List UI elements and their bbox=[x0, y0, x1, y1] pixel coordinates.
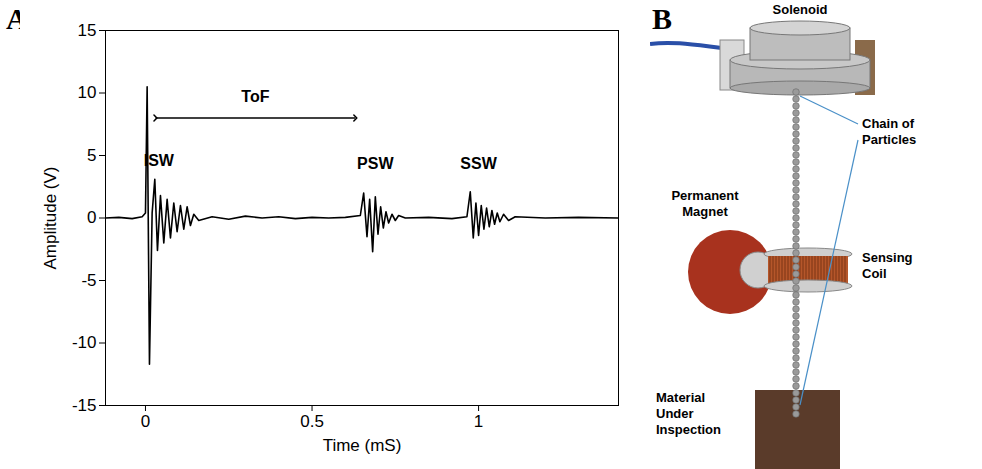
svg-text:ISW: ISW bbox=[144, 152, 175, 169]
svg-text:MaterialUnderInspection: MaterialUnderInspection bbox=[656, 390, 721, 437]
svg-text:Chain ofParticles: Chain ofParticles bbox=[862, 116, 916, 147]
svg-text:ToF: ToF bbox=[241, 88, 269, 105]
svg-text:PSW: PSW bbox=[357, 155, 394, 172]
svg-text:0: 0 bbox=[141, 412, 150, 431]
svg-text:Amplitude (V): Amplitude (V) bbox=[41, 167, 60, 270]
svg-text:SSW: SSW bbox=[460, 155, 497, 172]
svg-text:10: 10 bbox=[78, 83, 97, 102]
svg-text:0.5: 0.5 bbox=[300, 412, 324, 431]
svg-text:0: 0 bbox=[87, 208, 96, 227]
html-text:B: B bbox=[652, 2, 672, 35]
svg-text:-10: -10 bbox=[72, 333, 97, 352]
svg-text:Solenoid: Solenoid bbox=[773, 2, 828, 17]
svg-text:15: 15 bbox=[78, 21, 97, 40]
svg-text:SensingCoil: SensingCoil bbox=[862, 250, 913, 281]
svg-text:-15: -15 bbox=[72, 396, 97, 415]
svg-text:Time (mS): Time (mS) bbox=[323, 436, 402, 455]
html-text:A: A bbox=[6, 2, 28, 35]
svg-text:PermanentMagnet: PermanentMagnet bbox=[671, 188, 739, 219]
svg-text:-5: -5 bbox=[81, 271, 96, 290]
svg-text:5: 5 bbox=[87, 146, 96, 165]
svg-text:1: 1 bbox=[474, 412, 483, 431]
